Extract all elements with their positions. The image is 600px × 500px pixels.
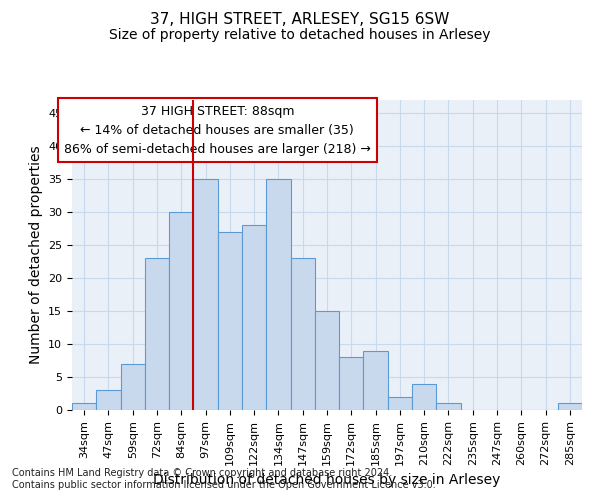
Bar [96,390,121,410]
Bar [169,212,193,410]
Bar [436,404,461,410]
Bar [412,384,436,410]
Text: 37 HIGH STREET: 88sqm
← 14% of detached houses are smaller (35)
86% of semi-deta: 37 HIGH STREET: 88sqm ← 14% of detached … [64,104,371,156]
Bar [193,179,218,410]
Bar [72,404,96,410]
Y-axis label: Number of detached properties: Number of detached properties [29,146,43,364]
Bar [558,404,582,410]
Bar [388,397,412,410]
Text: Size of property relative to detached houses in Arlesey: Size of property relative to detached ho… [109,28,491,42]
X-axis label: Distribution of detached houses by size in Arlesey: Distribution of detached houses by size … [154,473,500,487]
Text: Contains public sector information licensed under the Open Government Licence v3: Contains public sector information licen… [12,480,436,490]
Bar [364,350,388,410]
Bar [290,258,315,410]
Text: 37, HIGH STREET, ARLESEY, SG15 6SW: 37, HIGH STREET, ARLESEY, SG15 6SW [151,12,449,28]
Bar [266,179,290,410]
Bar [145,258,169,410]
Bar [315,311,339,410]
Text: Contains HM Land Registry data © Crown copyright and database right 2024.: Contains HM Land Registry data © Crown c… [12,468,392,477]
Bar [242,226,266,410]
Bar [121,364,145,410]
Bar [339,357,364,410]
Bar [218,232,242,410]
